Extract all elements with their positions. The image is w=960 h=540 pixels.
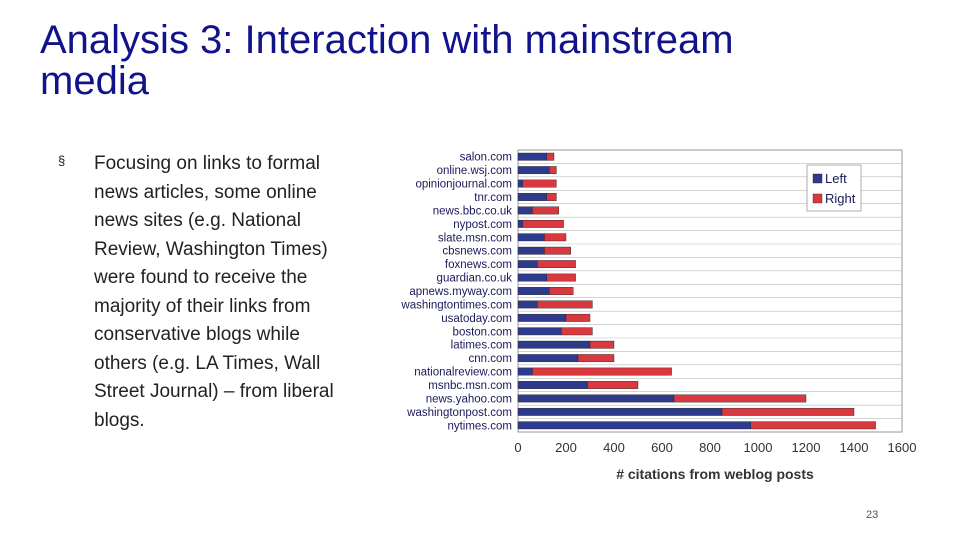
x-axis-label: # citations from weblog posts (616, 466, 814, 482)
category-label: guardian.co.uk (437, 273, 513, 285)
bar-right-nationalreview.com (532, 367, 672, 376)
bar-left-guardian.co.uk (517, 273, 547, 282)
legend-swatch-left (812, 173, 823, 184)
category-label: nytimes.com (447, 420, 512, 432)
category-label: boston.com (453, 326, 512, 338)
bar-left-online.wsj.com (517, 166, 550, 175)
bar-left-nytimes.com (517, 421, 752, 430)
bar-right-news.yahoo.com (673, 394, 807, 403)
category-label: news.yahoo.com (426, 393, 512, 405)
bar-left-washingtonpost.com (517, 407, 723, 416)
bar-right-cnn.com (577, 354, 615, 363)
bar-right-online.wsj.com (548, 166, 557, 175)
x-tick-label: 1000 (744, 440, 773, 455)
bar-right-washingtonpost.com (721, 407, 855, 416)
bar-left-opinionjournal.com (517, 179, 524, 188)
x-tick-label: 600 (651, 440, 673, 455)
bar-right-guardian.co.uk (546, 273, 576, 282)
x-tick-label: 0 (514, 440, 521, 455)
bar-right-nypost.com (522, 219, 564, 228)
category-label: msnbc.msn.com (428, 380, 512, 392)
bar-left-usatoday.com (517, 313, 567, 322)
bullet-text: Focusing on links to formal news article… (94, 153, 334, 431)
bar-right-msnbc.msn.com (587, 381, 639, 389)
category-label: usatoday.com (441, 313, 512, 325)
category-label: nypost.com (453, 219, 512, 231)
bar-left-tnr.com (517, 193, 547, 201)
bar-left-salon.com (517, 152, 547, 161)
bar-left-cnn.com (517, 354, 579, 363)
bar-right-usatoday.com (565, 313, 591, 322)
bar-left-boston.com (517, 327, 562, 336)
category-label: washingtontimes.com (400, 299, 512, 311)
category-label: cbsnews.com (442, 246, 512, 258)
category-label: slate.msn.com (438, 232, 512, 244)
category-label: nationalreview.com (414, 367, 512, 379)
category-label: salon.com (460, 152, 512, 164)
category-label: latimes.com (451, 340, 512, 352)
bar-right-boston.com (560, 327, 593, 336)
bar-right-foxnews.com (536, 260, 576, 269)
category-label: washingtonpost.com (406, 407, 512, 419)
bar-right-cbsnews.com (544, 246, 571, 255)
x-tick-label: 400 (603, 440, 625, 455)
legend-swatch-right (812, 193, 823, 204)
legend-label-left: Left (825, 171, 847, 186)
x-tick-label: 1600 (888, 440, 917, 455)
bar-right-tnr.com (546, 193, 557, 201)
category-label: online.wsj.com (437, 165, 512, 177)
bar-right-news.bbc.co.uk (532, 206, 559, 215)
category-label: tnr.com (474, 192, 512, 204)
bar-left-news.bbc.co.uk (517, 206, 533, 215)
category-label: cnn.com (469, 353, 512, 365)
page-number: 23 (866, 509, 879, 521)
category-label: apnews.myway.com (409, 286, 512, 298)
bar-right-nytimes.com (750, 421, 876, 430)
bar-left-foxnews.com (517, 260, 538, 269)
bar-left-apnews.myway.com (517, 287, 550, 295)
bar-right-opinionjournal.com (522, 179, 557, 188)
bar-right-latimes.com (589, 340, 615, 349)
bar-left-latimes.com (517, 340, 591, 349)
bar-left-cbsnews.com (517, 246, 545, 255)
bar-left-msnbc.msn.com (517, 381, 588, 389)
legend-label-right: Right (825, 191, 856, 206)
legend-box (806, 164, 862, 212)
x-tick-label: 1400 (840, 440, 869, 455)
bar-right-slate.msn.com (544, 233, 567, 242)
slide-title: Analysis 3: Interaction with mainstream … (40, 18, 734, 103)
category-label: foxnews.com (445, 259, 512, 271)
bullet-marker: § (58, 153, 66, 168)
x-tick-label: 1200 (792, 440, 821, 455)
bar-right-salon.com (546, 152, 555, 161)
bar-right-apnews.myway.com (548, 287, 574, 295)
category-label: news.bbc.co.uk (433, 205, 513, 217)
bar-left-slate.msn.com (517, 233, 545, 242)
x-tick-label: 200 (555, 440, 577, 455)
bar-left-nypost.com (517, 219, 524, 228)
bar-left-nationalreview.com (517, 367, 533, 376)
bar-right-washingtontimes.com (536, 300, 593, 309)
bar-left-washingtontimes.com (517, 300, 538, 309)
x-tick-label: 800 (699, 440, 721, 455)
bar-left-news.yahoo.com (517, 394, 675, 403)
category-label: opinionjournal.com (415, 179, 512, 191)
